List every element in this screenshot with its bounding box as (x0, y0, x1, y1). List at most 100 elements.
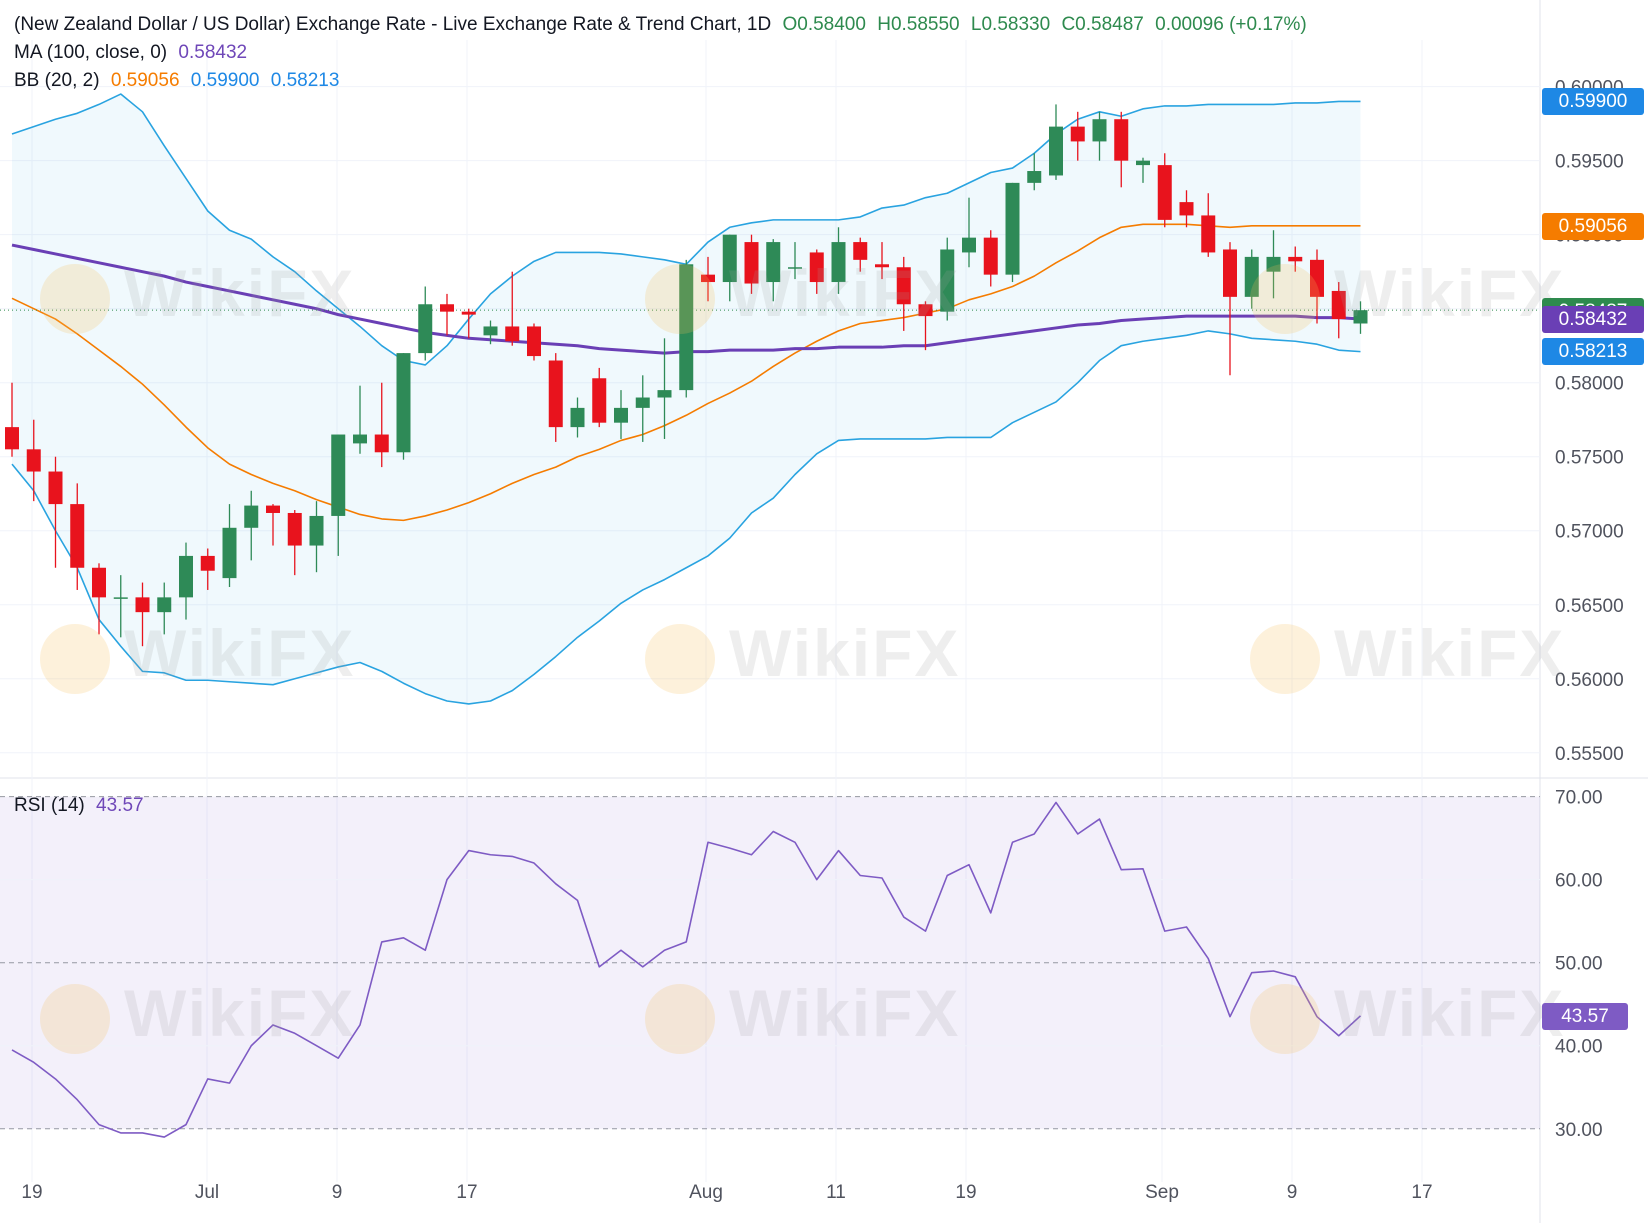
candle-body (1027, 171, 1042, 183)
ma-value: 0.58432 (178, 42, 248, 63)
candle-body (1223, 249, 1237, 297)
candle-body (135, 597, 150, 613)
price-tag: 0.59900 (1542, 88, 1644, 116)
candle-body (1070, 126, 1085, 142)
candle-body (940, 249, 955, 312)
time-tick-label: 9 (332, 1182, 343, 1203)
candle-body (548, 360, 563, 428)
ma-label: MA (100, close, 0) (14, 42, 168, 63)
bb-lower-line (11, 330, 1361, 705)
price-tag: 0.58213 (1542, 338, 1644, 366)
price-tick-label: 0.58000 (1555, 374, 1624, 395)
candle-body (1049, 126, 1063, 176)
candle-body (1244, 256, 1259, 297)
candle-body (527, 326, 541, 357)
candle-body (1266, 256, 1281, 272)
candle-body (766, 242, 781, 283)
time-tick-label: 19 (955, 1182, 976, 1203)
candle-body (875, 264, 889, 268)
candle-body (461, 311, 476, 315)
candle-body (287, 512, 302, 546)
candle-body (113, 597, 128, 599)
candle-body (831, 242, 846, 283)
candle-body (157, 597, 172, 613)
time-tick-label: Sep (1145, 1182, 1179, 1203)
candle-body (244, 505, 259, 528)
candle-body (48, 471, 63, 505)
candle-body (744, 242, 759, 284)
bollinger-band-fill (12, 94, 1361, 704)
ohlc-change: 0.00096 (+0.17%) (1155, 14, 1307, 35)
ohlc-open: O0.58400 (782, 14, 866, 35)
candle-body (1114, 119, 1129, 161)
candle-body (1092, 119, 1107, 142)
time-tick-label: 19 (21, 1182, 42, 1203)
price-tick-label: 0.56000 (1555, 670, 1624, 691)
time-tick-label: 9 (1287, 1182, 1298, 1203)
candle-body (1136, 160, 1150, 166)
candle-body (701, 274, 715, 283)
candle-body (309, 515, 324, 546)
candle-body (962, 237, 976, 253)
candle-body (614, 407, 628, 423)
rsi-value-tag: 43.57 (1542, 1002, 1628, 1030)
candle-body (679, 264, 694, 391)
candle-body (266, 505, 280, 513)
legend-title-row: (New Zealand Dollar / US Dollar) Exchang… (14, 14, 1313, 36)
candle-body (1157, 165, 1172, 220)
time-tick-label: 17 (456, 1182, 477, 1203)
price-tick-label: 0.59500 (1555, 152, 1624, 173)
candle-body (1005, 182, 1020, 275)
legend-rsi-row[interactable]: RSI (14) 43.57 (14, 795, 150, 817)
candle-body (222, 527, 237, 579)
ohlc-high: H0.58550 (877, 14, 960, 35)
candle-body (853, 242, 868, 260)
candle-body (635, 397, 650, 408)
candle-body (26, 449, 41, 472)
candle-body (570, 407, 585, 428)
ohlc-low: L0.58330 (970, 14, 1051, 35)
candle-body (396, 353, 411, 453)
candle-body (896, 267, 911, 305)
time-tick-label: 11 (826, 1182, 846, 1203)
candle-body (440, 304, 454, 312)
candle-body (505, 326, 520, 342)
bb-upper-value: 0.59900 (190, 70, 260, 91)
candle-body (918, 304, 933, 317)
candle-body (1288, 256, 1303, 262)
candle-body (592, 378, 607, 423)
candle-body (5, 427, 19, 450)
candle-body (809, 252, 824, 283)
chart-title: (New Zealand Dollar / US Dollar) Exchang… (14, 14, 772, 35)
candle-body (1331, 290, 1346, 320)
rsi-value: 43.57 (96, 795, 144, 816)
rsi-line (11, 801, 1362, 1138)
legend-bb-row[interactable]: BB (20, 2) 0.59056 0.59900 0.58213 (14, 70, 345, 92)
rsi-tick-label: 70.00 (1555, 788, 1603, 809)
price-tick-label: 0.57000 (1555, 522, 1624, 543)
candle-body (722, 234, 737, 283)
candle-body (1179, 202, 1194, 216)
ohlc-close: C0.58487 (1061, 14, 1144, 35)
price-tick-label: 0.57500 (1555, 448, 1624, 469)
candle-body (179, 555, 193, 598)
candle-body (483, 326, 498, 336)
candle-body (331, 434, 346, 516)
bb-lower-value: 0.58213 (270, 70, 340, 91)
bb-basis-line (11, 223, 1361, 522)
rsi-tick-label: 40.00 (1555, 1037, 1603, 1058)
bb-basis-value: 0.59056 (110, 70, 180, 91)
rsi-tick-label: 30.00 (1555, 1120, 1603, 1141)
price-tick-label: 0.56500 (1555, 596, 1624, 617)
candle-body (418, 304, 433, 354)
rsi-tick-label: 60.00 (1555, 871, 1603, 892)
candle-body (92, 567, 106, 598)
candle-body (200, 555, 215, 571)
price-tick-label: 0.55500 (1555, 744, 1624, 765)
rsi-tick-label: 50.00 (1555, 954, 1603, 975)
candle-body (1201, 215, 1216, 253)
candle-body (1310, 259, 1324, 297)
legend-ma-row[interactable]: MA (100, close, 0) 0.58432 (14, 42, 253, 64)
bb-label: BB (20, 2) (14, 70, 100, 91)
